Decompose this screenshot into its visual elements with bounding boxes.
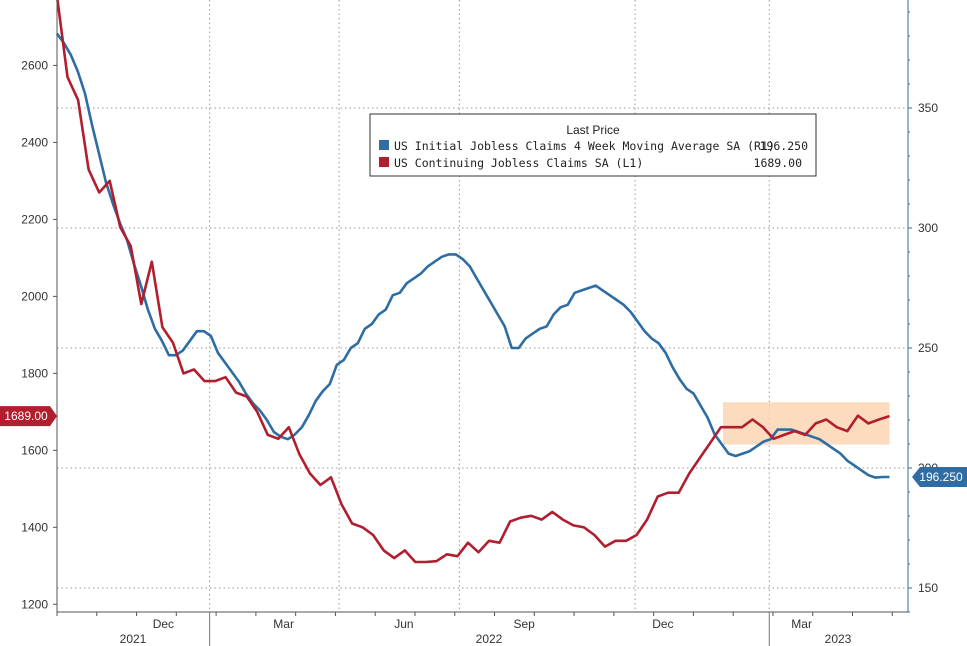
legend-swatch-continuing (379, 157, 389, 167)
x-month-label: Dec (153, 617, 174, 631)
left-tick-label: 1600 (21, 443, 48, 457)
highlight-layer (723, 402, 890, 445)
left-tick-label: 2400 (21, 135, 48, 149)
x-month-label: Mar (273, 617, 294, 631)
legend-label-initial: US Initial Jobless Claims 4 Week Moving … (394, 139, 775, 153)
legend-title: Last Price (566, 123, 620, 137)
x-month-label: Sep (513, 617, 535, 631)
last-value-badges: 1689.00 196.250 (0, 406, 967, 487)
legend-value-initial: 196.250 (760, 139, 809, 153)
left-tick-label: 1200 (21, 597, 48, 611)
legend-value-continuing: 1689.00 (754, 156, 803, 170)
left-value-badge-text: 1689.00 (4, 409, 48, 423)
legend-label-continuing: US Continuing Jobless Claims SA (L1) (394, 156, 643, 170)
right-value-badge-text: 196.250 (919, 470, 963, 484)
legend-swatch-initial (379, 140, 389, 150)
continuing-claims-line (56, 0, 890, 564)
left-tick-label: 2000 (21, 289, 48, 303)
highlight-box (723, 402, 890, 445)
right-value-badge (912, 467, 967, 487)
x-month-label: Jun (394, 617, 413, 631)
left-value-badge (0, 406, 57, 427)
legend: Last Price US Initial Jobless Claims 4 W… (369, 113, 817, 177)
left-tick-label: 2600 (21, 58, 48, 72)
left-tick-label: 1400 (21, 520, 48, 534)
axes: 1200140016001800200022002400260015020025… (21, 0, 938, 646)
x-month-label: Dec (652, 617, 673, 631)
x-month-label: Mar (791, 617, 812, 631)
right-tick-label: 350 (918, 101, 938, 115)
x-year-label: 2022 (476, 632, 503, 646)
legend-box (369, 113, 817, 177)
series-layer (55, 0, 890, 564)
right-tick-label: 300 (918, 221, 938, 235)
left-tick-label: 2200 (21, 212, 48, 226)
x-year-label: 2021 (120, 632, 147, 646)
left-tick-label: 1800 (21, 366, 48, 380)
right-tick-label: 150 (918, 581, 938, 595)
x-year-label: 2023 (825, 632, 852, 646)
right-tick-label: 250 (918, 341, 938, 355)
grid (57, 0, 908, 612)
initial-claims-line (55, 32, 890, 479)
